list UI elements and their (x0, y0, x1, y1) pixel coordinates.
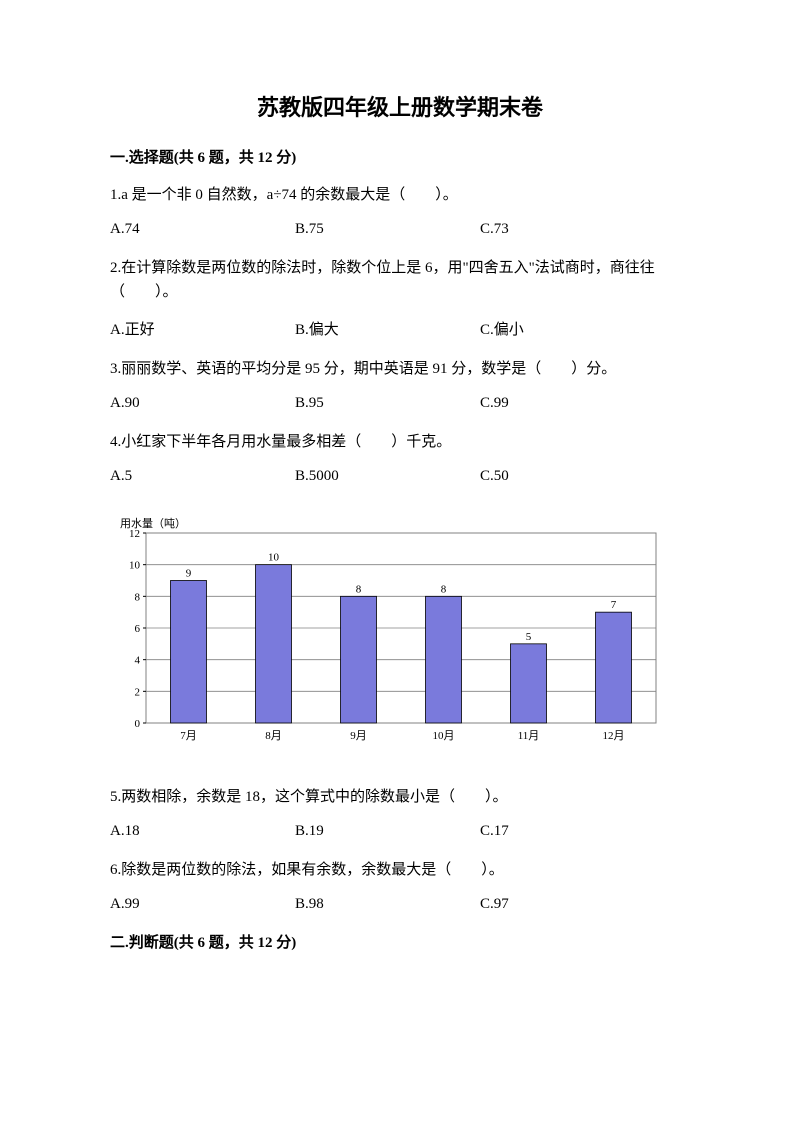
question-5-options: A.18 B.19 C.17 (110, 823, 690, 840)
svg-text:5: 5 (526, 631, 532, 643)
q5-option-b: B.19 (295, 823, 480, 840)
svg-text:12: 12 (129, 528, 140, 540)
svg-text:0: 0 (135, 718, 141, 730)
question-6-options: A.99 B.98 C.97 (110, 896, 690, 913)
question-3: 3.丽丽数学、英语的平均分是 95 分，期中英语是 91 分，数学是（ ）分。 (110, 357, 690, 381)
svg-text:10月: 10月 (433, 730, 455, 742)
water-usage-chart: 用水量（吨） 02468101297月108月89月810月511月712月 (110, 515, 690, 745)
question-4-options: A.5 B.5000 C.50 (110, 468, 690, 485)
q3-option-b: B.95 (295, 395, 480, 412)
question-2: 2.在计算除数是两位数的除法时，除数个位上是 6，用"四舍五入"法试商时，商往往… (110, 256, 690, 304)
q6-option-b: B.98 (295, 896, 480, 913)
svg-text:11月: 11月 (518, 730, 540, 742)
question-4: 4.小红家下半年各月用水量最多相差（ ）千克。 (110, 430, 690, 454)
q3-option-c: C.99 (480, 395, 665, 412)
svg-text:7月: 7月 (180, 730, 197, 742)
svg-text:9月: 9月 (350, 730, 367, 742)
question-1: 1.a 是一个非 0 自然数，a÷74 的余数最大是（ ）。 (110, 183, 690, 207)
q1-option-c: C.73 (480, 221, 665, 238)
svg-text:10: 10 (268, 552, 280, 564)
question-1-options: A.74 B.75 C.73 (110, 221, 690, 238)
question-5: 5.两数相除，余数是 18，这个算式中的除数最小是（ ）。 (110, 785, 690, 809)
q1-option-b: B.75 (295, 221, 480, 238)
svg-text:4: 4 (135, 655, 141, 667)
svg-text:9: 9 (186, 568, 192, 580)
svg-text:8月: 8月 (265, 730, 282, 742)
q4-option-c: C.50 (480, 468, 665, 485)
svg-text:2: 2 (135, 686, 141, 698)
q2-option-a: A.正好 (110, 318, 295, 339)
q5-option-a: A.18 (110, 823, 295, 840)
q2-option-c: C.偏小 (480, 318, 665, 339)
svg-text:10: 10 (129, 560, 141, 572)
q2-option-b: B.偏大 (295, 318, 480, 339)
svg-text:8: 8 (441, 583, 447, 595)
svg-text:7: 7 (611, 599, 617, 611)
q5-option-c: C.17 (480, 823, 665, 840)
question-2-options: A.正好 B.偏大 C.偏小 (110, 318, 690, 339)
q6-option-a: A.99 (110, 896, 295, 913)
svg-text:12月: 12月 (603, 730, 625, 742)
page-title: 苏教版四年级上册数学期末卷 (110, 90, 690, 122)
question-3-options: A.90 B.95 C.99 (110, 395, 690, 412)
q1-option-a: A.74 (110, 221, 295, 238)
section1-header: 一.选择题(共 6 题，共 12 分) (110, 146, 690, 167)
q3-option-a: A.90 (110, 395, 295, 412)
section2-header: 二.判断题(共 6 题，共 12 分) (110, 931, 690, 952)
svg-text:6: 6 (135, 623, 141, 635)
q4-option-a: A.5 (110, 468, 295, 485)
q6-option-c: C.97 (480, 896, 665, 913)
chart-plot-area: 0 2 4 6 8 10 12 9 7月 10 8月 8 9月 8 10月 5 11月 7 12月 (129, 528, 656, 742)
chart-svg: 用水量（吨） 02468101297月108月89月810月511月712月 (110, 515, 670, 745)
svg-text:8: 8 (135, 591, 141, 603)
q4-option-b: B.5000 (295, 468, 480, 485)
question-6: 6.除数是两位数的除法，如果有余数，余数最大是（ ）。 (110, 858, 690, 882)
svg-text:8: 8 (356, 583, 362, 595)
